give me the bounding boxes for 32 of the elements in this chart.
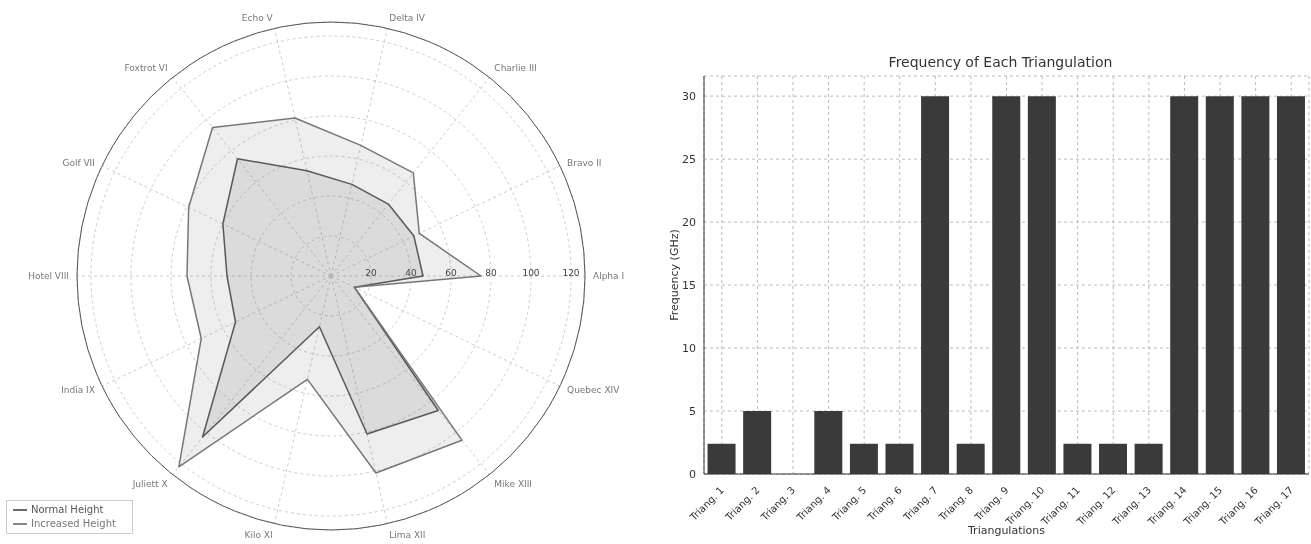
spoke-label: Charlie III bbox=[494, 63, 537, 74]
y-tick-label: 40 bbox=[405, 268, 417, 278]
spoke-label: Mike XIII bbox=[494, 479, 533, 490]
y-tick-label: 60 bbox=[445, 268, 457, 278]
spoke-label: Foxtrot VI bbox=[124, 63, 168, 74]
y-tick-label: 5 bbox=[689, 404, 696, 418]
spoke-label: Golf VII bbox=[62, 157, 95, 168]
spoke-label: Bravo II bbox=[567, 157, 602, 168]
y-tick-label: 20 bbox=[682, 216, 696, 230]
spoke-label: Delta IV bbox=[389, 12, 426, 23]
y-tick-label: 0 bbox=[689, 467, 696, 481]
y-tick-label: 30 bbox=[682, 90, 696, 104]
spoke-label: Alpha I bbox=[593, 271, 625, 282]
y-tick-label: 100 bbox=[522, 268, 540, 278]
x-axis-title: Triangulations bbox=[967, 523, 1046, 537]
legend-label: Normal Height bbox=[31, 504, 104, 515]
y-tick-label: 25 bbox=[682, 153, 696, 167]
spoke-label: Kilo XI bbox=[244, 529, 273, 540]
spoke-label: Juliett X bbox=[131, 479, 168, 490]
spoke-label: Lima XII bbox=[389, 529, 426, 540]
y-tick-label: 120 bbox=[562, 268, 580, 278]
y-tick-label: 15 bbox=[682, 278, 696, 292]
legend-label: Increased Height bbox=[31, 518, 116, 529]
spoke-label: India IX bbox=[61, 384, 95, 395]
spoke-label: Hotel VIII bbox=[28, 271, 69, 282]
y-tick-label: 10 bbox=[682, 341, 696, 355]
chart-title: Frequency of Each Triangulation bbox=[887, 54, 1114, 70]
y-axis-title: Frequency (GHz) bbox=[667, 229, 681, 321]
spoke-label: Quebec XIV bbox=[567, 384, 621, 395]
y-tick-label: 20 bbox=[365, 268, 377, 278]
y-tick-label: 80 bbox=[485, 268, 497, 278]
spoke-label: Echo V bbox=[241, 12, 274, 23]
